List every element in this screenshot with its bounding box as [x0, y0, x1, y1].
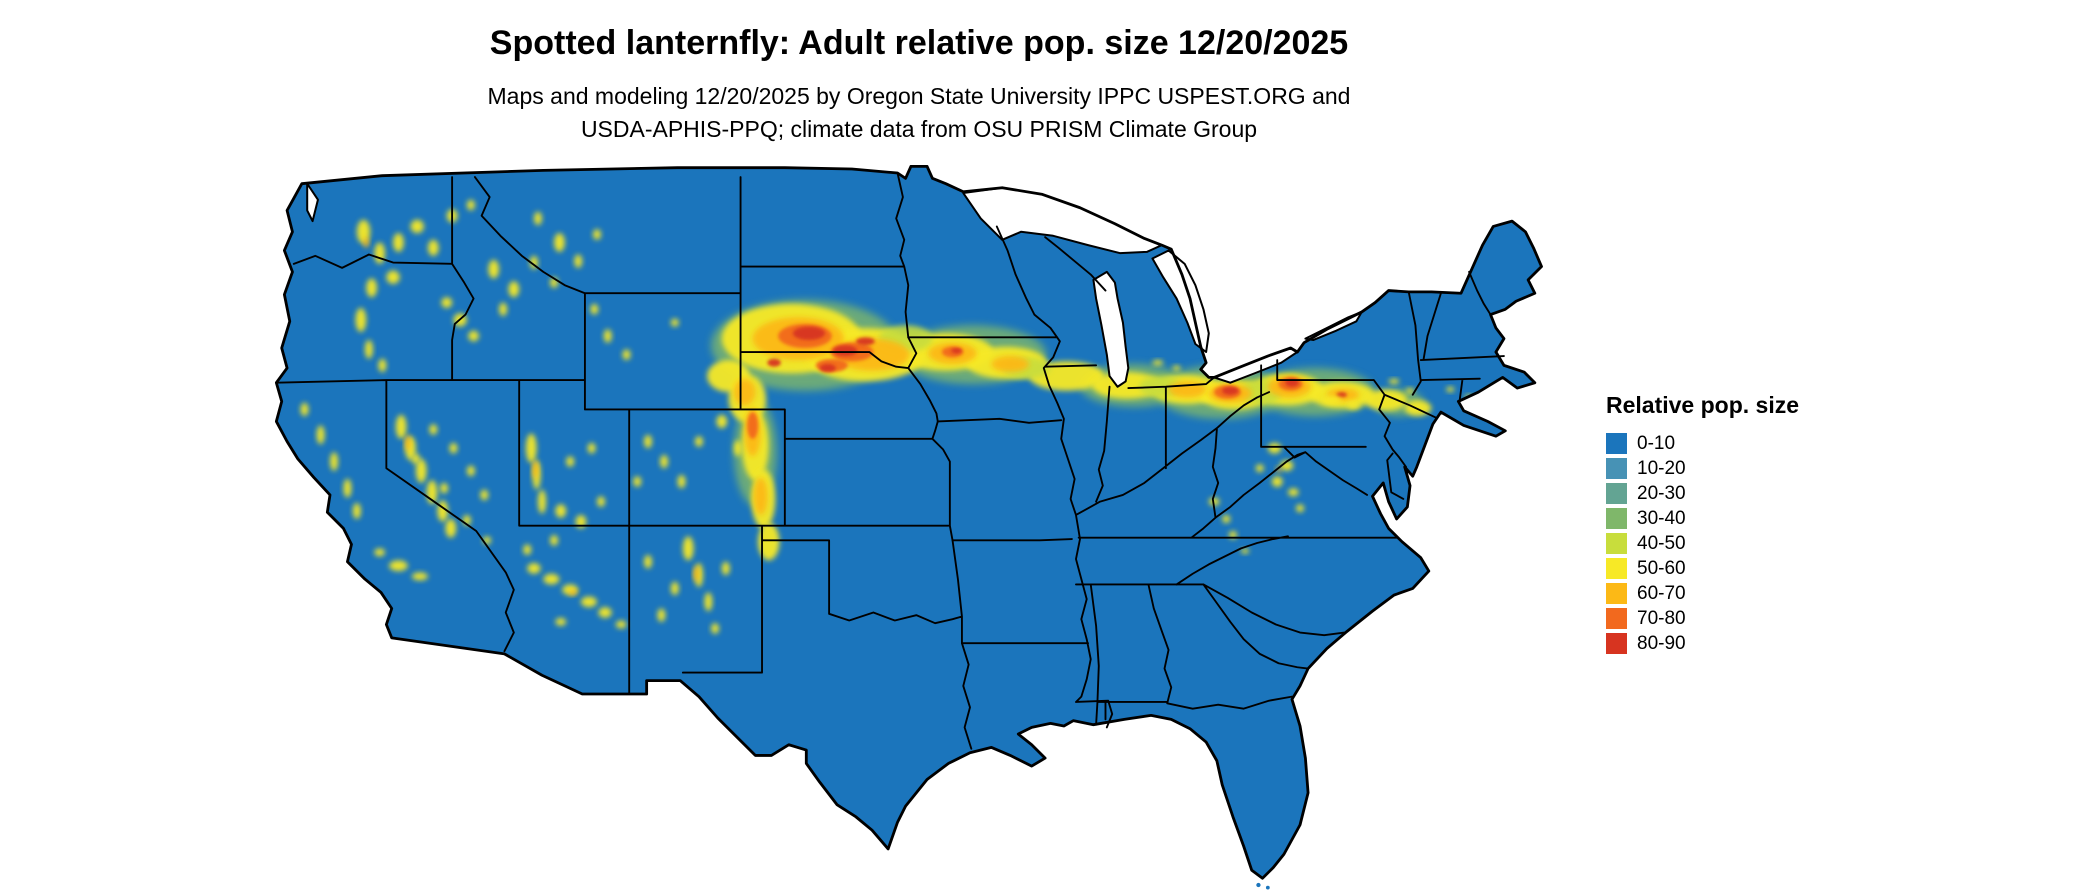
state-borders-midwest: [907, 225, 1293, 729]
legend-label: 10-20: [1637, 458, 1686, 479]
state-borders: [275, 172, 1505, 750]
legend-label: 20-30: [1637, 483, 1686, 504]
legend-title: Relative pop. size: [1606, 392, 1800, 418]
legend-item: 80-90: [1606, 631, 1799, 656]
heat-western-speckles: [300, 199, 742, 634]
lake-michigan: [1092, 270, 1130, 388]
legend-label: 40-50: [1637, 533, 1686, 554]
legend-item: 20-30: [1606, 481, 1799, 506]
florida-keys: [1256, 882, 1270, 890]
map-subtitle: Maps and modeling 12/20/2025 by Oregon S…: [275, 80, 1563, 146]
state-borders-west: [275, 172, 973, 750]
legend-label: 60-70: [1637, 583, 1686, 604]
heat-appalachian-speckles: [1152, 360, 1474, 554]
heat-red-centers: [767, 326, 1347, 398]
conus-outline: [275, 165, 1543, 880]
legend-label: 80-90: [1637, 633, 1686, 654]
legend-item: 40-50: [1606, 531, 1799, 556]
legend-swatch: [1606, 583, 1627, 604]
puget-sound: [306, 182, 319, 223]
legend-swatch: [1606, 483, 1627, 504]
land-base: [276, 166, 1542, 879]
legend-swatch: [1606, 458, 1627, 479]
us-map-container: [275, 165, 1563, 893]
legend-swatch: [1606, 558, 1627, 579]
legend-item: 30-40: [1606, 506, 1799, 531]
legend-swatch: [1606, 633, 1627, 654]
subtitle-line-2: USDA-APHIS-PPQ; climate data from OSU PR…: [580, 116, 1258, 142]
legend-label: 50-60: [1637, 558, 1686, 579]
legend-label: 30-40: [1637, 508, 1686, 529]
legend-swatch: [1606, 608, 1627, 629]
page-title: Spotted lanternfly: Adult relative pop. …: [489, 24, 1349, 62]
legend-swatch: [1606, 508, 1627, 529]
subtitle-line-1: Maps and modeling 12/20/2025 by Oregon S…: [487, 83, 1351, 109]
us-choropleth-map: [275, 165, 1543, 890]
state-borders-east: [1077, 270, 1505, 670]
title-block: Spotted lanternfly: Adult relative pop. …: [275, 0, 1563, 146]
population-heat-overlay: [300, 199, 1474, 634]
legend-item: 0-10: [1606, 431, 1799, 456]
legend-swatch: [1606, 533, 1627, 554]
legend-item: 50-60: [1606, 556, 1799, 581]
lake-huron: [1151, 249, 1210, 354]
legend-label: 70-80: [1637, 608, 1686, 629]
legend-item: 10-20: [1606, 456, 1799, 481]
legend: Relative pop. size 0-10 10-20 20-30 30-4…: [1606, 392, 1799, 656]
legend-item: 60-70: [1606, 581, 1799, 606]
legend-swatch: [1606, 433, 1627, 454]
legend-label: 0-10: [1637, 433, 1676, 454]
legend-item: 70-80: [1606, 606, 1799, 631]
